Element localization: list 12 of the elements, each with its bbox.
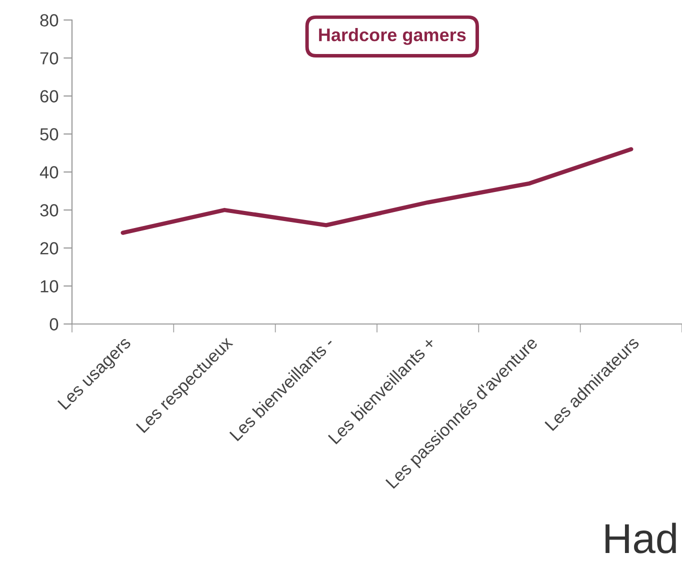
y-tick-label: 70 xyxy=(40,52,58,64)
line-series xyxy=(120,147,634,235)
text: Had xyxy=(606,522,676,554)
y-tick-label: 40 xyxy=(40,166,58,178)
y-tick-label: 80 xyxy=(40,14,58,26)
y-tick-label: 0 xyxy=(50,318,58,330)
y-tick-label: 20 xyxy=(40,242,58,254)
y-tick-label: 10 xyxy=(40,280,58,292)
y-tick-label: 50 xyxy=(40,128,58,140)
y-tick-label: 30 xyxy=(40,204,58,216)
y-tick-label: 60 xyxy=(40,90,58,102)
chart-title: Hardcore gamers xyxy=(319,28,466,45)
